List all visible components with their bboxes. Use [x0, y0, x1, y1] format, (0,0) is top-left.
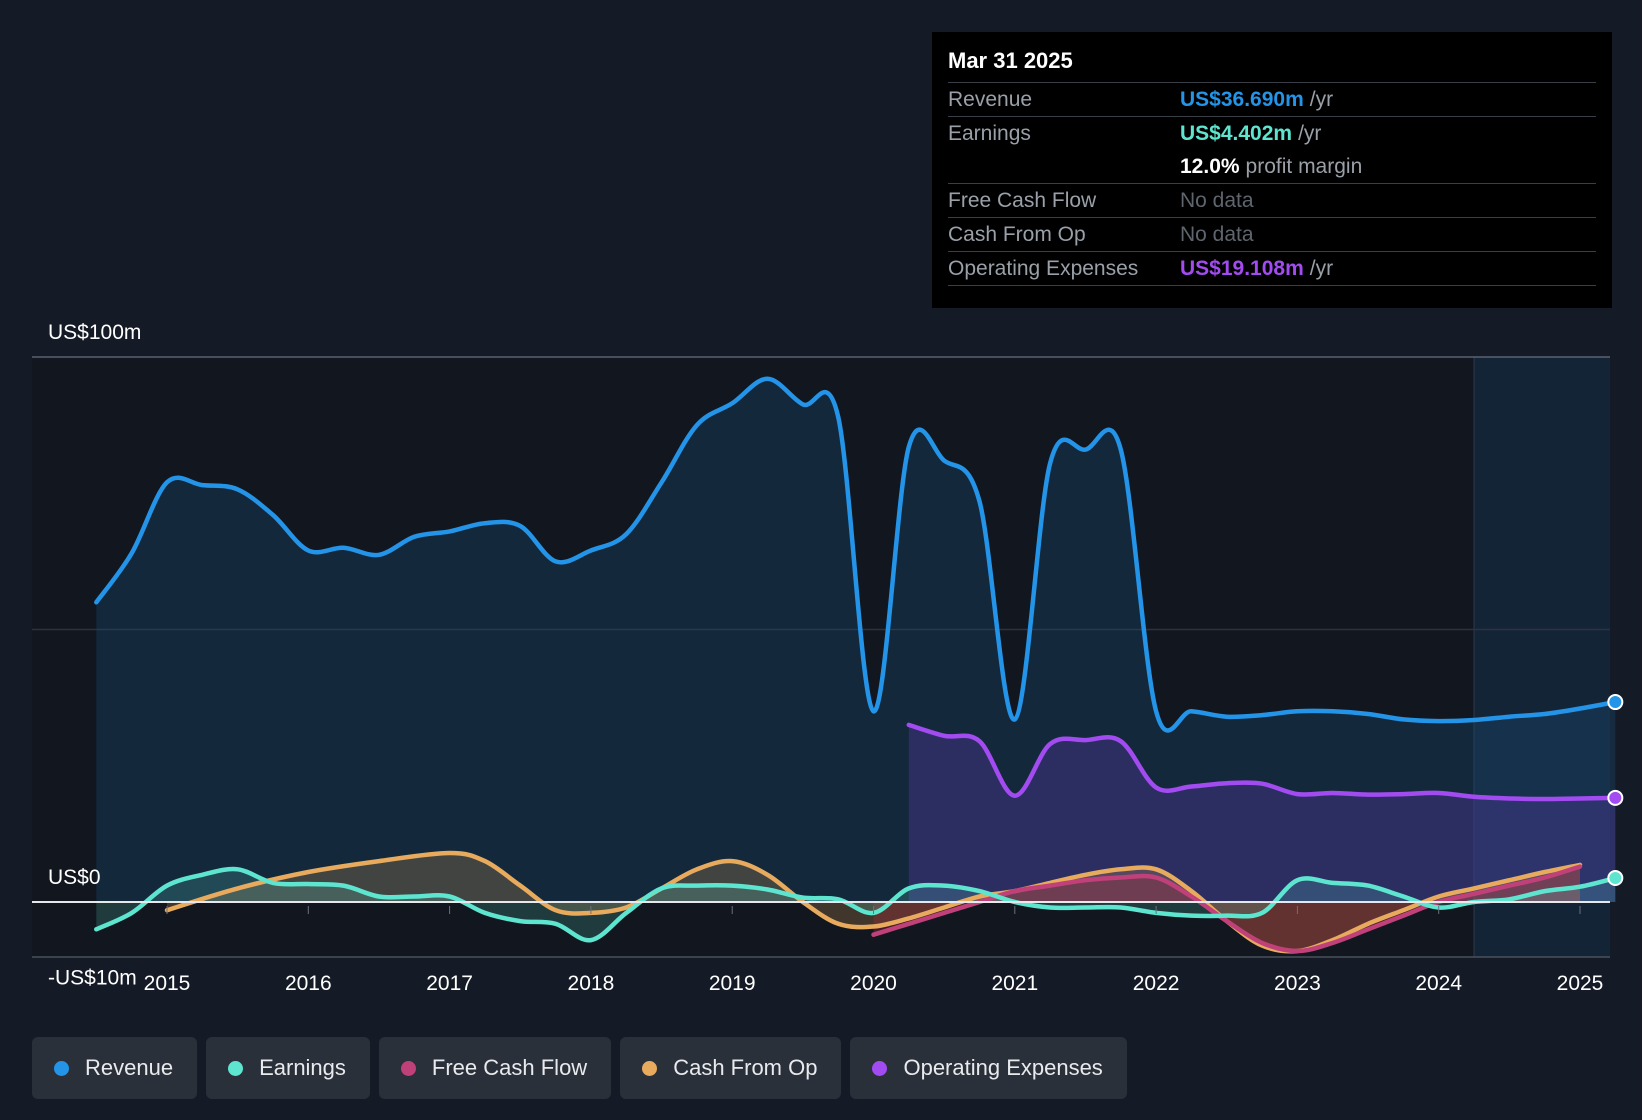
- tooltip-revenue-value: US$36.690m: [1180, 88, 1304, 111]
- area-revenue: [96, 378, 1616, 903]
- tooltip-revenue-label: Revenue: [948, 88, 1033, 111]
- series-lines: [94, 376, 1624, 954]
- x-tick-label: 2024: [1415, 972, 1462, 995]
- line-revenue[interactable]: [94, 376, 1618, 733]
- tooltip-opex-value: US$19.108m: [1180, 257, 1304, 280]
- x-tick-label: 2021: [991, 972, 1038, 995]
- y-tick-label: US$100m: [48, 321, 141, 344]
- x-tick-label: 2020: [850, 972, 897, 995]
- line-fcf[interactable]: [871, 864, 1583, 954]
- legend-label-earnings: Earnings: [259, 1055, 346, 1080]
- line-opex[interactable]: [906, 722, 1618, 802]
- tooltip-revenue-unit: /yr: [1309, 88, 1334, 111]
- y-tick-label: -US$10m: [48, 967, 137, 990]
- line-earnings[interactable]: [94, 866, 1618, 943]
- tooltip-cfo-label: Cash From Op: [948, 223, 1086, 246]
- area-earnings: [96, 869, 1616, 941]
- legend-item-earnings[interactable]: Earnings: [206, 1037, 370, 1099]
- legend-item-fcf[interactable]: Free Cash Flow: [378, 1037, 612, 1099]
- tooltip-row-earnings: Earnings US$4.402m /yr: [948, 117, 1596, 150]
- plot-background: [32, 356, 1610, 958]
- legend-item-revenue[interactable]: Revenue: [32, 1037, 198, 1099]
- hover-tooltip: Mar 31 2025 Revenue US$36.690m /yr Earni…: [932, 32, 1612, 308]
- point-opex-latest[interactable]: [1607, 789, 1624, 806]
- tooltip-row-cfo: Cash From Op No data: [948, 218, 1596, 252]
- tooltip-fcf-value: No data: [1180, 189, 1254, 212]
- x-tick-label: 2018: [568, 972, 615, 995]
- tooltip-earnings-label: Earnings: [948, 122, 1031, 145]
- legend-dot-opex: [872, 1060, 888, 1076]
- legend-dot-fcf: [400, 1060, 416, 1076]
- x-tick-label: 2017: [426, 972, 473, 995]
- tooltip-earnings-unit: /yr: [1298, 122, 1322, 145]
- legend-dot-cfo: [642, 1060, 658, 1076]
- legend-label-opex: Operating Expenses: [903, 1055, 1103, 1080]
- tooltip-date: Mar 31 2025: [948, 46, 1596, 83]
- legend-item-cfo[interactable]: Cash From Op: [620, 1037, 842, 1099]
- point-earnings-latest[interactable]: [1607, 870, 1624, 887]
- x-tick-label: 2025: [1557, 972, 1604, 995]
- forecast-shade: [1474, 357, 1610, 957]
- legend-dot-earnings: [228, 1060, 244, 1076]
- legend-label-fcf: Free Cash Flow: [431, 1055, 588, 1080]
- chart-legend: Revenue Earnings Free Cash Flow Cash Fro…: [32, 1037, 1127, 1099]
- tooltip-row-margin: 12.0% profit margin: [948, 150, 1596, 184]
- tooltip-margin-label: profit margin: [1245, 155, 1363, 178]
- y-tick-label: US$0: [48, 866, 101, 889]
- legend-item-opex[interactable]: Operating Expenses: [850, 1037, 1127, 1099]
- point-revenue-latest[interactable]: [1607, 694, 1624, 711]
- x-tick-label: 2022: [1133, 972, 1180, 995]
- x-tick-label: 2015: [144, 972, 191, 995]
- tooltip-row-revenue: Revenue US$36.690m /yr: [948, 83, 1596, 117]
- legend-label-cfo: Cash From Op: [673, 1055, 818, 1080]
- legend-dot-revenue: [54, 1060, 69, 1076]
- tooltip-row-fcf: Free Cash Flow No data: [948, 184, 1596, 218]
- tooltip-fcf-label: Free Cash Flow: [948, 189, 1097, 212]
- x-tick-label: 2023: [1274, 972, 1321, 995]
- tooltip-margin-value: 12.0%: [1180, 155, 1240, 178]
- tooltip-opex-unit: /yr: [1309, 257, 1334, 280]
- line-cfo[interactable]: [164, 850, 1583, 954]
- tooltip-opex-label: Operating Expenses: [948, 257, 1139, 280]
- axes: US$100m US$0 -US$10m 2015 2016 2017 2018 2019 20…: [32, 321, 1610, 995]
- tooltip-cfo-value: No data: [1180, 223, 1254, 246]
- tooltip-earnings-value: US$4.402m: [1180, 122, 1293, 145]
- legend-label-revenue: Revenue: [85, 1055, 174, 1080]
- plot-area: [32, 357, 1610, 957]
- x-tick-label: 2019: [709, 972, 756, 995]
- x-tick-label: 2016: [285, 972, 332, 995]
- area-opex: [908, 724, 1616, 902]
- tooltip-row-opex: Operating Expenses US$19.108m /yr: [948, 252, 1596, 286]
